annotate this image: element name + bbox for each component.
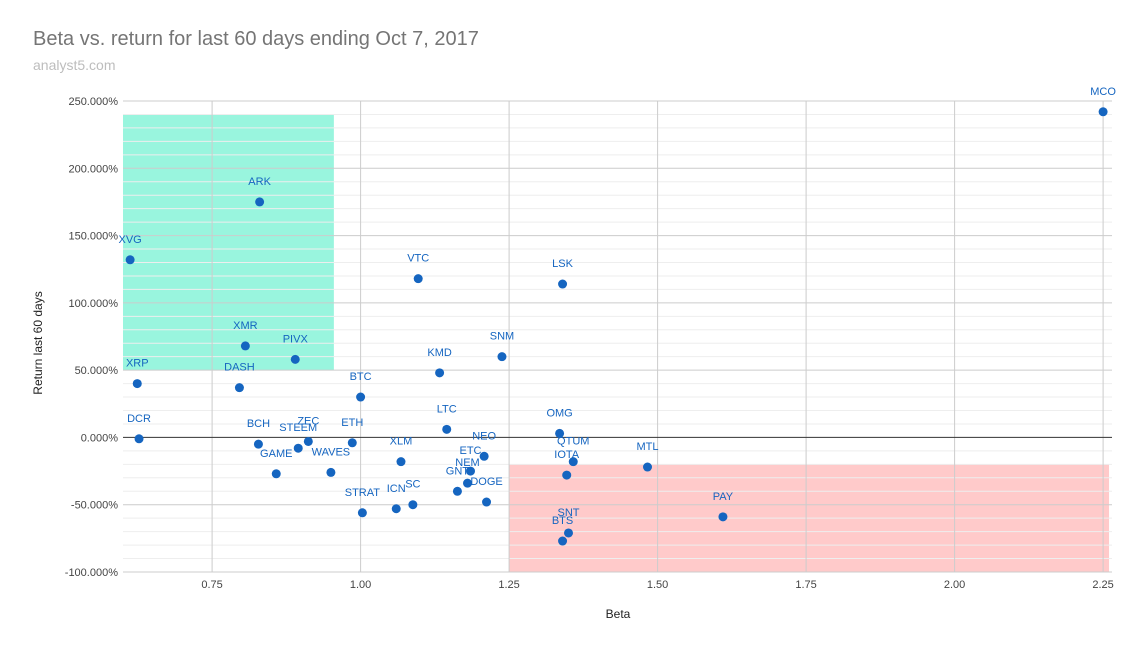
point-label-sc: SC [405,479,420,491]
point-label-ark: ARK [248,176,271,188]
point-lsk [558,279,568,289]
point-xrp [132,379,142,389]
point-labels: MCO ARK XVG VTC LSK XMR PIVX SNM KMD XRP DASH BTC LT… [119,86,1117,527]
point-label-ltc: LTC [437,403,457,415]
x-tick-label: 2.25 [1092,579,1113,591]
point-dcr [134,434,144,444]
point-label-omg: OMG [546,407,572,419]
gridlines [123,100,1112,573]
point-label-vtc: VTC [407,253,429,265]
point-label-snt: SNT [558,507,580,519]
point-nem [463,478,473,488]
x-tick-label: 1.25 [498,579,519,591]
point-label-xlm: XLM [390,436,413,448]
point-xlm [396,457,406,467]
point-mco [1098,107,1108,117]
point-icn [391,504,401,514]
point-label-bts: BTS [552,515,573,527]
point-label-game: GAME [260,448,292,460]
point-label-xvg: XVG [119,234,142,246]
point-mtl [643,462,653,472]
point-sc [408,500,418,510]
point-qtum [568,457,578,467]
point-btc [356,392,366,402]
y-tick-label: 100.000% [68,298,118,310]
point-vtc [413,274,423,284]
point-ark [255,197,265,207]
point-label-xrp: XRP [126,358,149,370]
point-label-iota: IOTA [554,449,580,461]
point-kmd [435,368,445,378]
x-tick-label: 0.75 [201,579,222,591]
point-eth [347,438,357,448]
y-tick-label: 150.000% [68,231,118,243]
point-snt [564,528,573,538]
point-bch [253,439,263,449]
point-game [271,469,281,479]
point-label-qtum: QTUM [557,436,589,448]
point-iota [562,470,572,480]
point-label-zec: ZEC [297,415,319,427]
point-label-pay: PAY [713,491,734,503]
point-strat [357,508,367,518]
y-tick-label: 0.000% [81,432,119,444]
point-label-icn: ICN [387,483,406,495]
axes: -100.000% -50.000% 0.000% 50.000% 100.000% 15… [65,96,1114,591]
point-zec [303,436,313,446]
y-axis-title: Return last 60 days [31,291,45,394]
point-doge [482,497,492,507]
x-tick-label: 2.00 [944,579,965,591]
y-tick-label: 50.000% [75,365,119,377]
point-label-steem: STEEM [279,422,317,434]
point-label-gnt: GNT [446,465,470,477]
point-label-mco: MCO [1090,86,1116,98]
point-label-eth: ETH [341,417,363,429]
point-waves [326,467,336,477]
point-label-btc: BTC [350,371,372,383]
x-axis-title: Beta [606,607,631,621]
point-label-waves: WAVES [312,446,351,458]
point-neo [479,451,489,461]
point-xvg [125,255,135,265]
point-bts [558,536,568,546]
y-tick-label: -50.000% [71,500,118,512]
x-tick-label: 1.00 [350,579,371,591]
point-label-kmd: KMD [427,347,452,359]
y-tick-label: 200.000% [68,163,118,175]
x-tick-label: 1.75 [795,579,816,591]
point-dash [234,383,244,393]
data-points [125,107,1108,546]
point-label-bch: BCH [247,418,270,430]
point-label-doge: DOGE [470,476,502,488]
point-label-pivx: PIVX [283,333,309,345]
point-omg [555,428,565,438]
chart-title: Beta vs. return for last 60 days ending … [33,28,479,50]
point-gnt [452,486,462,496]
point-label-strat: STRAT [345,487,381,499]
chart-subtitle: analyst5.com [33,57,116,73]
point-label-dcr: DCR [127,413,151,425]
point-steem [293,443,303,453]
point-label-nem: NEM [455,457,479,469]
point-pivx [290,354,300,364]
point-label-dash: DASH [224,362,255,374]
point-label-xmr: XMR [233,320,258,332]
point-xmr [240,341,250,351]
x-tick-label: 1.50 [647,579,668,591]
point-label-snm: SNM [490,331,514,343]
y-tick-label: 250.000% [68,96,118,108]
point-label-neo: NEO [472,430,496,442]
point-label-mtl: MTL [637,441,659,453]
point-label-lsk: LSK [552,258,573,270]
highlight-region-1 [123,114,334,371]
point-label-etc: ETC [459,445,481,457]
point-snm [497,352,507,362]
point-pay [718,512,728,522]
y-tick-label: -100.000% [65,567,118,579]
point-etc [465,466,475,476]
point-ltc [442,424,452,434]
